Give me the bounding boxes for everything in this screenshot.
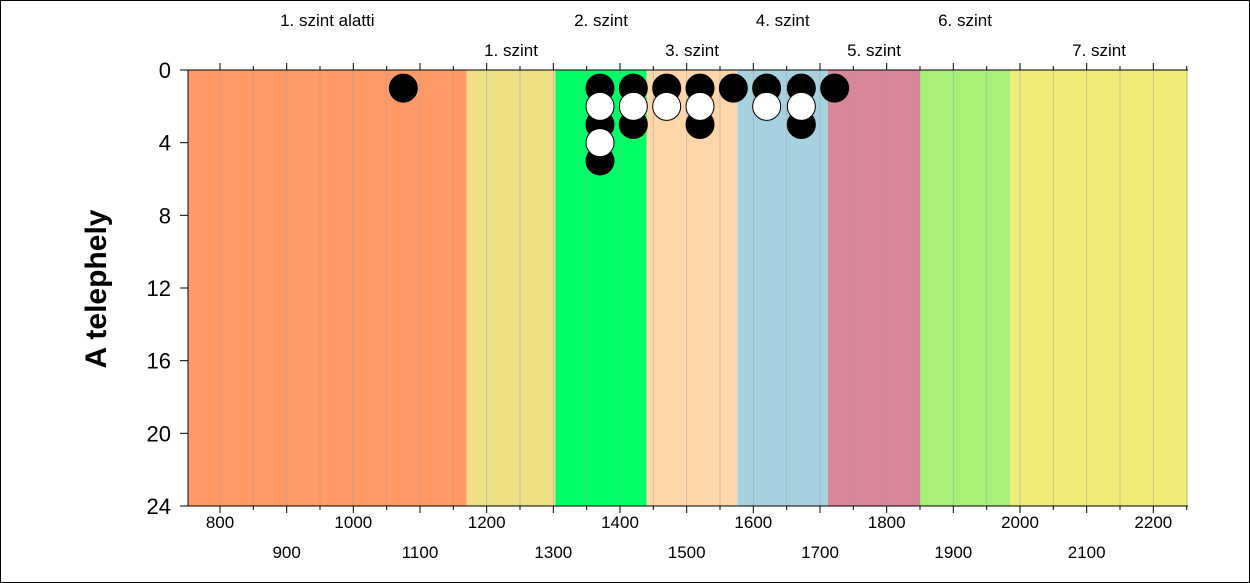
y-tick-label: 16	[147, 349, 171, 374]
x-tick-label: 1100	[402, 543, 439, 562]
black-point	[388, 73, 418, 103]
x-tick-label: 800	[206, 513, 234, 532]
x-tick-label: 2100	[1068, 543, 1106, 562]
band-label: 1. szint alatti	[280, 11, 375, 30]
band-label: 6. szint	[938, 11, 992, 30]
band-1	[188, 70, 467, 506]
x-tick-label: 1700	[801, 543, 839, 562]
band-label: 3. szint	[665, 41, 719, 60]
band-2	[466, 70, 556, 506]
tick-labels: 0 4 8 12 16 20 24 800 1000 1200 1400 1600 1800 2000 22…	[147, 58, 1173, 562]
axes	[180, 63, 1188, 513]
x-tick-label: 1800	[868, 513, 906, 532]
x-tick-label: 1000	[334, 513, 372, 532]
band-label: 1. szint	[484, 41, 538, 60]
white-point	[618, 91, 648, 121]
data-points	[388, 73, 850, 176]
y-tick-label: 20	[147, 421, 171, 446]
y-tick-label: 24	[147, 494, 171, 519]
band-label: 7. szint	[1072, 41, 1126, 60]
level-bands	[188, 70, 1188, 506]
y-tick-label: 12	[147, 276, 171, 301]
band-label: 4. szint	[756, 11, 810, 30]
x-tick-label: 1600	[734, 513, 772, 532]
x-tick-label: 1200	[468, 513, 506, 532]
black-point	[820, 73, 850, 103]
white-point	[652, 91, 682, 121]
white-point	[786, 91, 816, 121]
x-tick-label: 1400	[601, 513, 639, 532]
band-labels: 1. szint alatti 1. szint 2. szint 3. szint 4…	[280, 11, 1126, 60]
band-label: 2. szint	[574, 11, 628, 30]
y-tick-label: 8	[159, 203, 171, 228]
black-point	[718, 73, 748, 103]
y-tick-label: 0	[159, 58, 171, 83]
band-6	[828, 70, 920, 506]
x-tick-label: 2200	[1134, 513, 1172, 532]
y-tick-label: 4	[159, 131, 171, 156]
x-tick-label: 1900	[934, 543, 972, 562]
band-7	[920, 70, 1010, 506]
x-tick-label: 1300	[534, 543, 572, 562]
white-point	[585, 91, 615, 121]
white-point	[585, 128, 615, 158]
x-tick-label: 1500	[668, 543, 706, 562]
band-5	[737, 70, 828, 506]
band-8	[1010, 70, 1188, 506]
band-4	[646, 70, 738, 506]
y-axis-label: A telephely	[80, 209, 113, 368]
x-tick-label: 900	[272, 543, 300, 562]
white-point	[685, 91, 715, 121]
white-point	[752, 91, 782, 121]
band-label: 5. szint	[847, 41, 901, 60]
grid-lines	[219, 70, 1188, 506]
x-tick-label: 2000	[1001, 513, 1039, 532]
